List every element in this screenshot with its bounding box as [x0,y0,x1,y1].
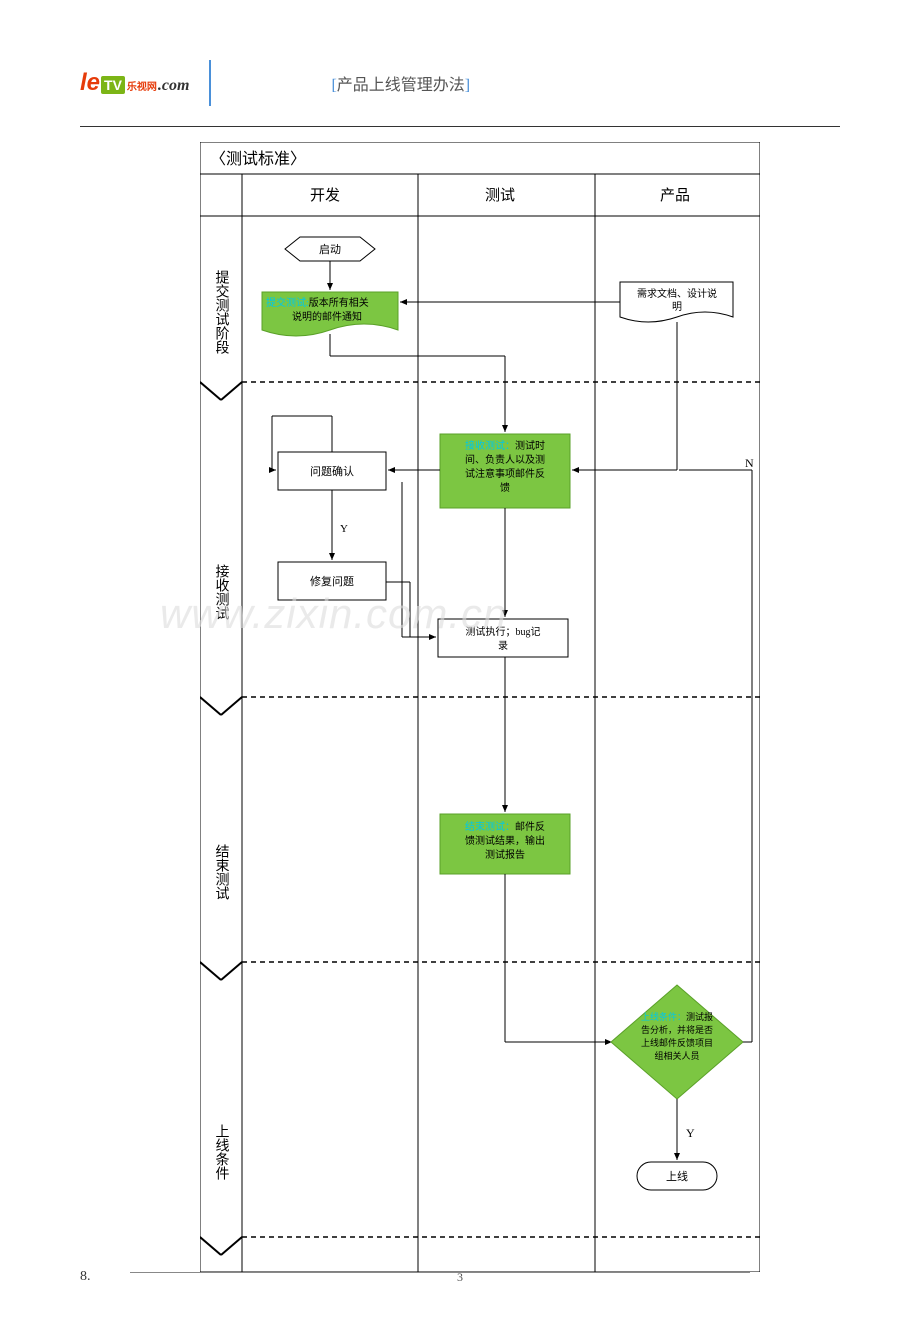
node-reqdoc: 需求文档、设计说 明 [620,282,733,322]
svg-text:上线: 上线 [666,1169,688,1183]
doc-title: [产品上线管理办法] [331,71,470,95]
svg-text:问题确认: 问题确认 [310,465,354,478]
svg-text:告分析，并将是否: 告分析，并将是否 [641,1024,713,1035]
node-start: 启动 [285,237,375,261]
svg-text:试注意事项邮件反: 试注意事项邮件反 [465,467,545,480]
logo-com: .com [158,77,190,95]
col-prod: 产品 [660,187,690,204]
node-confirm: 问题确认 [278,452,386,490]
node-accept: 接收测试：测试时 间、负责人以及测 试注意事项邮件反 馈 [440,434,570,508]
header-rule [80,126,840,127]
svg-text:接收测试：测试时: 接收测试：测试时 [465,439,545,452]
flowchart-diagram: 〈测试标准〉 开发 测试 产品 提交测试阶段 接收测试 结束测试 上线条件 [200,142,840,1277]
label-N: N [745,456,754,470]
node-decision: 上线条件：测试报 告分析，并将是否 上线邮件反馈项目 组相关人员 [611,985,743,1099]
svg-text:馈: 馈 [500,481,510,494]
header: le TV 乐视网 .com [产品上线管理办法] [80,60,840,106]
phase-4: 上线条件 [214,1124,230,1180]
header-divider [209,60,211,106]
svg-text:说明的邮件通知: 说明的邮件通知 [292,310,362,323]
svg-text:修复问题: 修复问题 [310,574,354,588]
node-endtest: 结束测试：邮件反 馈测试结果，输出 测试报告 [440,814,570,874]
svg-text:结束测试：邮件反: 结束测试：邮件反 [465,820,545,833]
phase-2: 接收测试 [214,563,230,620]
svg-text:测试报告: 测试报告 [485,848,525,861]
chevron-1 [200,382,242,400]
svg-text:上线条件：测试报: 上线条件：测试报 [641,1011,713,1022]
logo-cn: 乐视网 [127,78,157,93]
label-Y1: Y [340,523,348,535]
page-container: le TV 乐视网 .com [产品上线管理办法] 〈测试标准〉 [0,0,920,1317]
phase-3: 结束测试 [214,844,230,900]
chevron-3 [200,962,242,980]
footer-left: 8. [80,1269,91,1285]
phase-1: 提交测试阶段 [214,270,230,354]
label-Y2: Y [686,1126,695,1140]
node-exec: 测试执行；bug记 录 [438,619,568,657]
svg-text:提交测试:版本所有相关: 提交测试:版本所有相关 [266,296,369,309]
node-fix: 修复问题 [278,562,386,600]
svg-text:组相关人员: 组相关人员 [654,1050,699,1061]
chevron-2 [200,697,242,715]
logo-le: le [80,69,100,97]
svg-text:需求文档、设计说: 需求文档、设计说 [637,287,717,300]
footer-rule [130,1272,750,1273]
svg-text:录: 录 [498,640,508,652]
footer-center: 3 [457,1270,463,1285]
logo-tv: TV [101,76,125,94]
svg-text:上线邮件反馈项目: 上线邮件反馈项目 [641,1037,713,1048]
flowchart-svg: 〈测试标准〉 开发 测试 产品 提交测试阶段 接收测试 结束测试 上线条件 [200,142,760,1272]
col-dev: 开发 [310,187,340,204]
svg-text:测试执行；bug记: 测试执行；bug记 [466,625,541,638]
col-test: 测试 [485,187,515,204]
svg-text:间、负责人以及测: 间、负责人以及测 [465,453,545,466]
svg-text:明: 明 [672,301,682,313]
diagram-title: 〈测试标准〉 [210,150,306,168]
node-online: 上线 [637,1162,717,1190]
node-submit: 提交测试:版本所有相关 说明的邮件通知 [262,292,398,336]
svg-text:馈测试结果，输出: 馈测试结果，输出 [465,834,545,847]
svg-text:启动: 启动 [319,243,341,256]
chevron-4 [200,1237,242,1255]
logo: le TV 乐视网 .com [80,69,189,97]
